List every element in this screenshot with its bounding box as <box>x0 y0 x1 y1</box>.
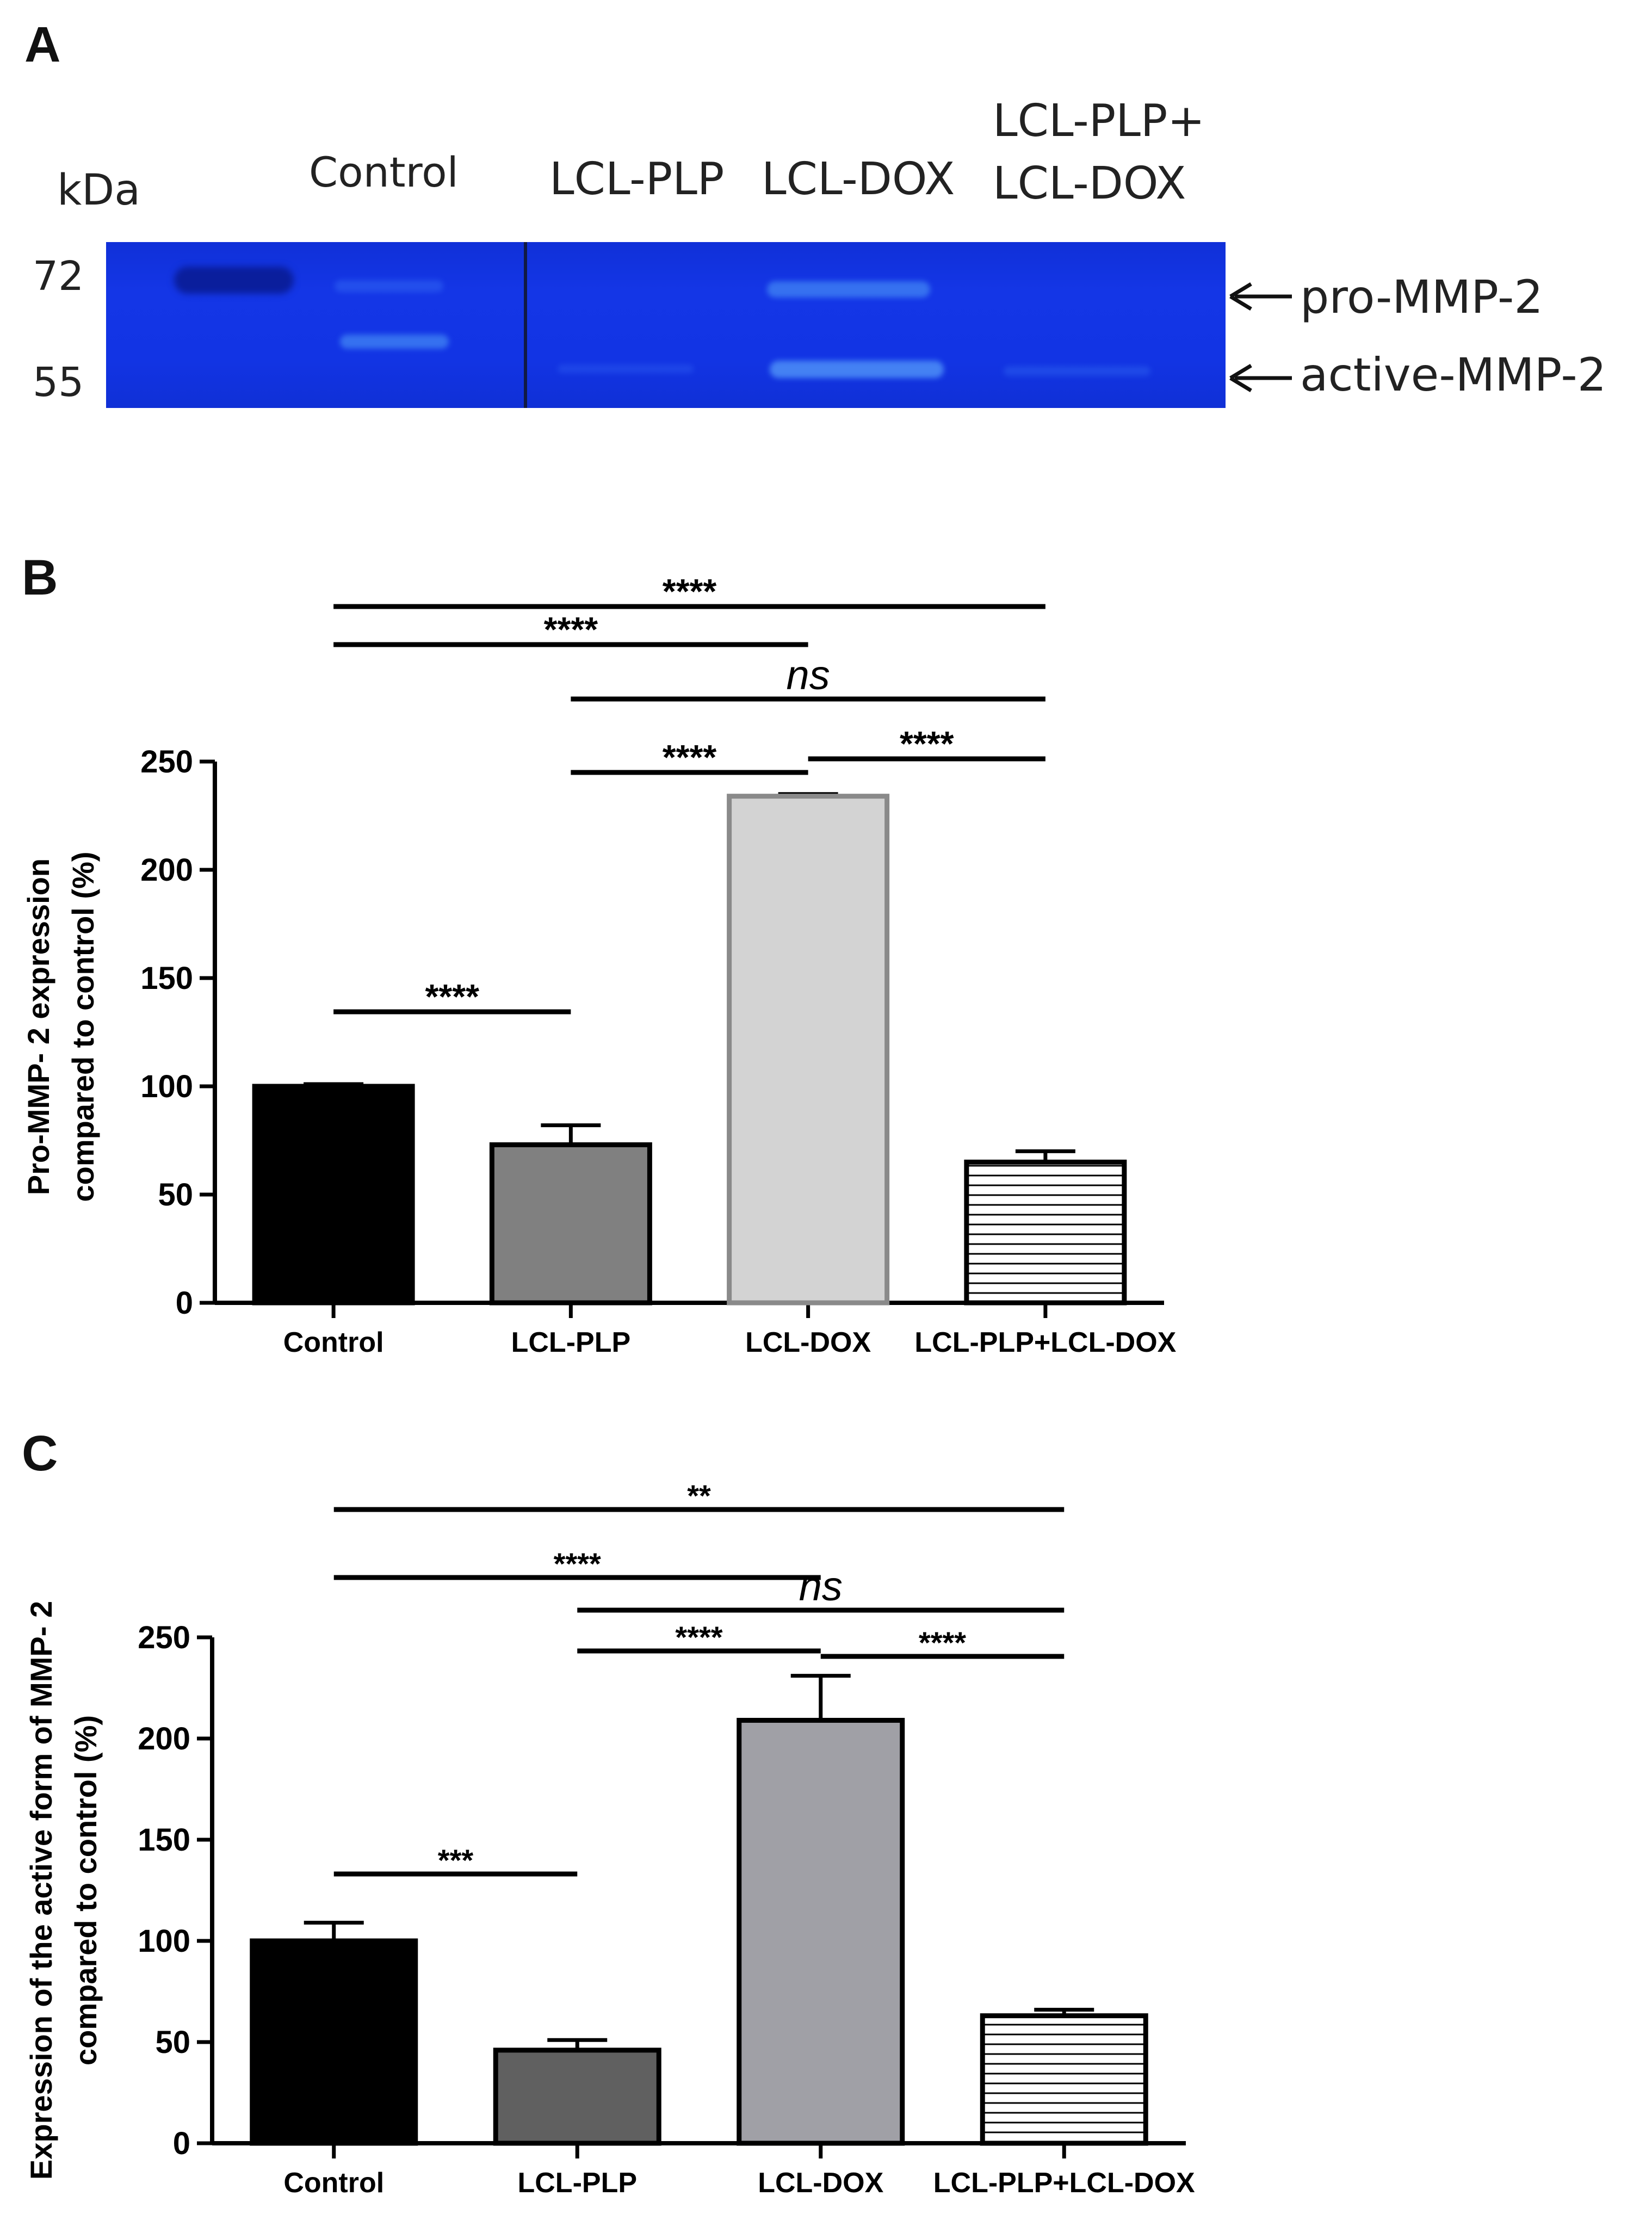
x-tick-label: Control <box>283 1327 384 1358</box>
significance-label: **** <box>675 1620 722 1654</box>
x-tick-label: LCL-PLP <box>517 2167 637 2199</box>
y-tick-label: 250 <box>140 744 193 780</box>
significance-label: **** <box>663 738 717 777</box>
panel-c-letter: C <box>22 1426 58 1481</box>
bar-lcl-plp <box>489 1142 652 1306</box>
lcl-dox-pro-band <box>767 281 930 298</box>
gel-arrows <box>1229 282 1292 392</box>
zymography-gel <box>106 242 1226 408</box>
bar-lcl-dox <box>737 1718 905 2146</box>
significance-label: ns <box>799 1563 843 1610</box>
y-tick-label: 100 <box>138 1923 190 1959</box>
x-tick-label: LCL-PLP <box>511 1327 631 1358</box>
x-tick-label: LCL-DOX <box>745 1327 871 1358</box>
x-tick-label: LCL-PLP+LCL-DOX <box>914 1327 1176 1358</box>
significance-label: **** <box>900 724 954 763</box>
active-arrow <box>1229 364 1292 392</box>
y-tick-label: 50 <box>155 2025 190 2060</box>
bar-control <box>252 1084 415 1306</box>
significance-label: **** <box>919 1625 966 1660</box>
control-pro-band <box>335 280 443 292</box>
panel-b-letter: B <box>22 550 58 605</box>
chart-c: 0 50 100 150 200 250 Expression of the active … <box>24 1479 1195 2199</box>
significance-label: **** <box>425 977 479 1016</box>
gel-divider <box>524 242 527 408</box>
y-tick-label: 200 <box>138 1721 190 1756</box>
active-mmp2-annotation: active-MMP-2 <box>1300 348 1607 401</box>
marker-72: 72 <box>33 253 84 300</box>
bar-lcl-dox <box>727 794 890 1306</box>
lcl-plp-active-band <box>558 364 694 373</box>
x-tick-label: LCL-DOX <box>758 2167 883 2199</box>
lane-label-lcl-plp: LCL-PLP <box>549 153 725 205</box>
y-tick-label: 250 <box>138 1620 190 1655</box>
y-tick-label: 200 <box>140 852 193 888</box>
significance-label: **** <box>663 572 717 611</box>
y-tick-label: 100 <box>140 1069 193 1104</box>
kda-label: kDa <box>57 166 141 215</box>
y-tick-label: 150 <box>138 1822 190 1858</box>
y-tick-label: 50 <box>158 1177 193 1213</box>
significance-label: **** <box>554 1547 601 1581</box>
y-axis-label: Expression of the active form of MMP- 2 <box>24 1601 58 2180</box>
y-tick-label: 0 <box>173 2126 190 2161</box>
y-axis-label: compared to control (%) <box>69 1715 103 2065</box>
x-tick-label: LCL-PLP+LCL-DOX <box>933 2167 1195 2199</box>
significance-label: ns <box>786 652 830 698</box>
lane-label-lcl-dox: LCL-DOX <box>762 153 955 205</box>
lane-label-combo-line2: LCL-DOX <box>993 158 1186 209</box>
ladder-band <box>174 267 294 294</box>
y-tick-label: 150 <box>140 961 193 996</box>
y-tick-label: 0 <box>176 1285 193 1321</box>
chart-b: 0 50 100 150 200 250 Pro-MMP- 2 expression comp… <box>21 572 1177 1358</box>
pro-mmp2-annotation: pro-MMP-2 <box>1300 270 1543 324</box>
significance-label: *** <box>438 1843 474 1877</box>
pro-arrow <box>1229 282 1292 311</box>
significance-label: **** <box>544 610 598 649</box>
marker-55: 55 <box>33 359 84 406</box>
control-active-band <box>340 335 449 349</box>
lane-label-combo-line1: LCL-PLP+ <box>993 95 1205 147</box>
bar-lcl-plp-lcl-dox <box>964 1159 1127 1306</box>
lcl-dox-active-band <box>770 361 944 378</box>
bar-lcl-plp <box>493 2048 661 2146</box>
significance-label: ** <box>687 1479 711 1513</box>
panel-a-letter: A <box>24 17 61 72</box>
bar-lcl-plp-lcl-dox <box>980 2013 1148 2146</box>
combo-active-band <box>1004 366 1150 376</box>
y-axis-label: Pro-MMP- 2 expression <box>21 858 55 1195</box>
bar-control <box>250 1938 418 2146</box>
y-axis-label: compared to control (%) <box>66 851 100 1202</box>
lane-label-control: Control <box>309 148 459 196</box>
x-tick-label: Control <box>283 2167 384 2199</box>
